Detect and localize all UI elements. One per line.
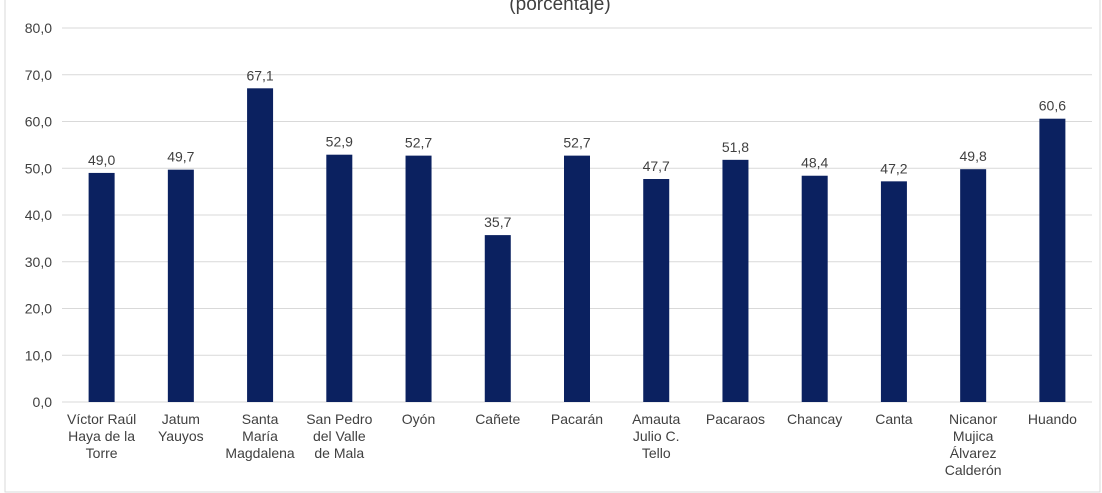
x-tick-label: Nicanor Mujica Álvarez Calderón (945, 411, 1002, 478)
x-tick-label: Canta (875, 411, 913, 427)
value-label: 48,4 (801, 155, 828, 171)
x-tick-label: San Pedro del Valle de Mala (306, 411, 372, 461)
value-label: 47,7 (643, 158, 670, 174)
value-label: 60,6 (1039, 98, 1066, 114)
value-label: 67,1 (246, 67, 273, 83)
x-tick-label: Pacaraos (706, 411, 765, 427)
bar (326, 154, 353, 402)
chart-border (4, 0, 1101, 493)
value-label: 49,8 (960, 148, 987, 164)
bar (88, 172, 115, 402)
value-label: 47,2 (880, 160, 907, 176)
x-tick-label: Amauta Julio C. Tello (632, 411, 680, 461)
x-tick-label: Chancay (787, 411, 842, 427)
y-tick-label: 80,0 (25, 20, 52, 36)
value-label: 51,8 (722, 139, 749, 155)
y-tick-label: 20,0 (25, 301, 52, 317)
bar (1039, 118, 1066, 402)
x-tick-label: Jatum Yauyos (158, 411, 204, 444)
y-tick-label: 60,0 (25, 114, 52, 130)
y-tick-label: 70,0 (25, 67, 52, 83)
x-tick-label: Huando (1028, 411, 1077, 427)
y-tick-label: 40,0 (25, 207, 52, 223)
y-tick-label: 10,0 (25, 347, 52, 363)
x-tick-label: Oyón (402, 411, 435, 427)
bar (722, 159, 749, 402)
x-tick-label: Cañete (475, 411, 520, 427)
bar (564, 155, 590, 402)
value-label: 49,0 (88, 152, 115, 168)
value-label: 49,7 (167, 149, 194, 165)
value-label: 52,7 (405, 135, 432, 151)
bar (801, 175, 828, 402)
y-tick-label: 50,0 (25, 160, 52, 176)
value-label: 52,9 (326, 134, 353, 150)
bar (167, 169, 194, 402)
bar (484, 235, 511, 402)
value-label: 35,7 (484, 214, 511, 230)
bar (880, 181, 907, 402)
y-tick-label: 30,0 (25, 254, 52, 270)
y-tick-label: 0,0 (33, 394, 53, 410)
value-label: 52,7 (563, 135, 590, 151)
bar (405, 155, 432, 402)
bar (960, 169, 987, 402)
chart-subtitle: (porcentaje) (509, 0, 610, 15)
bar (247, 88, 274, 403)
x-tick-label: Víctor Raúl Haya de la Torre (67, 411, 136, 461)
x-tick-label: Pacarán (551, 411, 603, 427)
x-tick-label: Santa María Magdalena (225, 411, 294, 461)
bar (643, 179, 670, 402)
